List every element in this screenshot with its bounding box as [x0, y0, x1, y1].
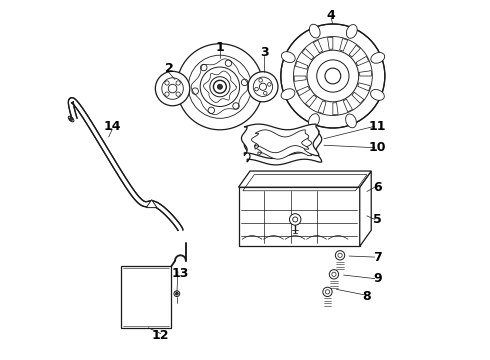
Circle shape — [188, 55, 251, 118]
Circle shape — [281, 24, 385, 128]
Ellipse shape — [370, 90, 384, 100]
Circle shape — [208, 107, 215, 113]
Circle shape — [317, 60, 349, 92]
Circle shape — [307, 50, 359, 102]
Ellipse shape — [371, 53, 385, 63]
Circle shape — [165, 81, 169, 85]
Text: 10: 10 — [369, 141, 387, 154]
Circle shape — [162, 78, 183, 99]
Circle shape — [335, 251, 344, 260]
Circle shape — [176, 81, 180, 85]
Text: 1: 1 — [216, 41, 224, 54]
Polygon shape — [327, 37, 333, 49]
Polygon shape — [356, 57, 368, 66]
Polygon shape — [343, 99, 352, 112]
Polygon shape — [360, 171, 371, 246]
Circle shape — [259, 83, 267, 90]
Circle shape — [218, 84, 222, 89]
Circle shape — [248, 72, 278, 102]
Circle shape — [293, 217, 298, 222]
Polygon shape — [146, 200, 157, 208]
Polygon shape — [239, 187, 360, 246]
Text: 3: 3 — [260, 46, 269, 59]
Circle shape — [329, 270, 339, 279]
Text: 9: 9 — [373, 272, 382, 285]
Circle shape — [165, 92, 169, 96]
Circle shape — [264, 91, 267, 95]
Polygon shape — [239, 171, 371, 187]
Text: 8: 8 — [363, 290, 371, 303]
Circle shape — [253, 77, 272, 96]
Polygon shape — [352, 92, 364, 103]
Text: 12: 12 — [152, 329, 170, 342]
Polygon shape — [295, 61, 308, 69]
Bar — [122, 266, 172, 328]
Circle shape — [225, 60, 232, 66]
Polygon shape — [254, 136, 312, 159]
Circle shape — [332, 272, 336, 276]
Circle shape — [177, 44, 263, 130]
Circle shape — [268, 83, 271, 86]
Polygon shape — [340, 39, 348, 51]
Ellipse shape — [346, 24, 357, 38]
Circle shape — [255, 87, 258, 91]
Polygon shape — [302, 49, 314, 60]
Polygon shape — [313, 40, 322, 53]
Text: 6: 6 — [373, 181, 382, 194]
Ellipse shape — [309, 24, 320, 38]
Text: 7: 7 — [373, 251, 382, 264]
Circle shape — [325, 290, 330, 294]
Polygon shape — [333, 103, 338, 115]
Polygon shape — [305, 95, 317, 107]
Text: 5: 5 — [373, 213, 382, 226]
Circle shape — [174, 291, 180, 297]
Text: 14: 14 — [103, 120, 121, 133]
Circle shape — [155, 71, 190, 106]
Polygon shape — [251, 130, 309, 153]
Polygon shape — [242, 124, 319, 158]
Polygon shape — [349, 45, 360, 57]
Text: 13: 13 — [172, 267, 189, 280]
Circle shape — [192, 88, 198, 94]
Polygon shape — [297, 86, 310, 96]
Circle shape — [259, 78, 262, 82]
Ellipse shape — [309, 114, 319, 127]
Circle shape — [325, 68, 341, 84]
Ellipse shape — [68, 116, 74, 122]
Circle shape — [323, 287, 332, 297]
Polygon shape — [360, 71, 371, 76]
Circle shape — [338, 253, 342, 257]
Ellipse shape — [281, 89, 295, 99]
Polygon shape — [294, 76, 306, 81]
Circle shape — [200, 67, 240, 107]
Text: 11: 11 — [369, 120, 387, 133]
Circle shape — [176, 92, 180, 96]
Circle shape — [290, 214, 301, 225]
Circle shape — [294, 37, 372, 116]
Text: 2: 2 — [165, 62, 174, 75]
Ellipse shape — [345, 114, 356, 128]
Circle shape — [214, 80, 226, 93]
Ellipse shape — [281, 52, 295, 63]
Polygon shape — [318, 101, 326, 113]
Circle shape — [233, 103, 239, 109]
Circle shape — [200, 64, 207, 71]
Text: 4: 4 — [327, 9, 336, 22]
Circle shape — [242, 79, 248, 86]
Circle shape — [210, 77, 230, 97]
Circle shape — [175, 292, 178, 295]
Circle shape — [168, 84, 177, 93]
Polygon shape — [358, 83, 370, 91]
Circle shape — [69, 117, 73, 121]
Polygon shape — [245, 131, 322, 165]
